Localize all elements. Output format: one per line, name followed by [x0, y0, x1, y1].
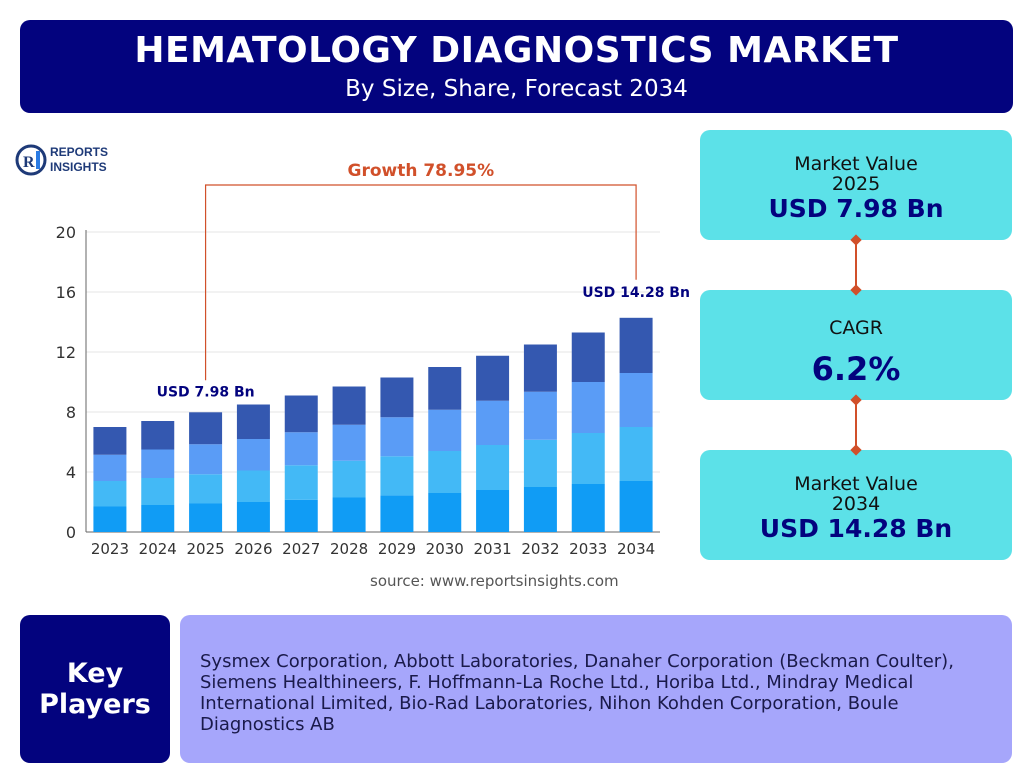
bar-segment	[332, 497, 366, 532]
bar-segment	[619, 373, 653, 427]
header-banner: HEMATOLOGY DIAGNOSTICS MARKET By Size, S…	[20, 20, 1013, 113]
bar-segment	[476, 490, 510, 532]
y-tick-label: 20	[56, 223, 76, 242]
x-tick-label: 2027	[282, 540, 320, 558]
end-value-label: USD 14.28 Bn	[582, 285, 690, 301]
card-label: CAGR	[829, 317, 883, 339]
bar-segment	[571, 382, 605, 433]
bar-segment	[380, 495, 414, 532]
start-value-label: USD 7.98 Bn	[157, 384, 255, 400]
bar-segment	[380, 417, 414, 457]
bar-segment	[189, 412, 223, 445]
y-tick-label: 8	[66, 403, 76, 422]
card-label: Market Value	[794, 153, 918, 175]
bar-segment	[141, 505, 175, 532]
bar-segment	[189, 503, 223, 532]
bar-segment	[332, 424, 366, 461]
card-value: 6.2%	[811, 350, 901, 388]
bar-segment	[476, 445, 510, 490]
card-label: Market Value	[794, 473, 918, 495]
x-tick-label: 2024	[139, 540, 177, 558]
card-connector	[855, 400, 857, 450]
reports-insights-logo: R REPORTS INSIGHTS	[14, 143, 134, 179]
x-tick-label: 2028	[330, 540, 368, 558]
svg-text:R: R	[23, 154, 35, 171]
x-tick-label: 2032	[521, 540, 559, 558]
bar-segment	[428, 409, 462, 451]
bar-segment	[571, 484, 605, 532]
key-players-list: Sysmex Corporation, Abbott Laboratories,…	[180, 615, 1012, 763]
bar-segment	[571, 332, 605, 382]
bar-segment	[284, 465, 318, 500]
growth-label: Growth 78.95%	[347, 161, 494, 181]
bar-segment	[236, 502, 270, 532]
bar-segment	[523, 391, 557, 440]
bar-segment	[428, 493, 462, 532]
key-players-label: Key Players	[20, 615, 170, 763]
x-tick-label: 2033	[569, 540, 607, 558]
x-tick-label: 2031	[473, 540, 511, 558]
x-tick-label: 2026	[234, 540, 272, 558]
bar-segment	[523, 344, 557, 392]
bar-segment	[619, 427, 653, 481]
x-tick-label: 2030	[426, 540, 464, 558]
y-tick-label: 16	[56, 283, 76, 302]
bar-segment	[93, 506, 127, 532]
y-tick-label: 12	[56, 343, 76, 362]
bar-segment	[236, 404, 270, 439]
logo-line2: INSIGHTS	[50, 160, 107, 174]
key-players-label-line2: Players	[39, 689, 151, 720]
market-value-2034-card: Market Value 2034 USD 14.28 Bn	[700, 450, 1012, 560]
page-subtitle: By Size, Share, Forecast 2034	[345, 76, 688, 102]
card-year: 2034	[831, 493, 881, 515]
source-note: source: www.reportsinsights.com	[370, 572, 619, 590]
card-connector	[855, 240, 857, 290]
bar-segment	[619, 317, 653, 373]
x-tick-label: 2029	[378, 540, 416, 558]
logo-line1: REPORTS	[50, 145, 109, 159]
bar-segment	[380, 377, 414, 418]
page-title: HEMATOLOGY DIAGNOSTICS MARKET	[134, 30, 899, 71]
growth-bracket	[204, 184, 637, 381]
card-value: USD 7.98 Bn	[768, 194, 944, 223]
bar-segment	[332, 460, 366, 498]
bar-segment	[284, 432, 318, 466]
bar-segment	[141, 421, 175, 450]
key-players-label-line1: Key	[66, 658, 124, 689]
card-year: 2025	[831, 173, 881, 195]
bar-segment	[332, 386, 366, 425]
x-tick-label: 2023	[91, 540, 129, 558]
bar-segment	[428, 451, 462, 493]
bar-segment	[428, 367, 462, 410]
bar-segment	[141, 449, 175, 478]
bar-segment	[284, 499, 318, 532]
bar-segment	[380, 456, 414, 496]
bar-segment	[476, 355, 510, 401]
bar-segment	[236, 470, 270, 502]
y-tick-label: 0	[66, 523, 76, 542]
bar-segment	[93, 454, 127, 481]
bar-segment	[284, 395, 318, 433]
logo-mark-icon: R	[15, 144, 47, 176]
market-size-bar-chart: 0 4 8 12 16 20 2023 2024 2025 2026 2027 2028 2029 203…	[56, 161, 690, 558]
bar-segment	[523, 439, 557, 487]
market-value-2025-card: Market Value 2025 USD 7.98 Bn	[700, 130, 1012, 240]
x-tick-label: 2034	[617, 540, 655, 558]
bar-segment	[189, 444, 223, 475]
bar-segment	[523, 487, 557, 532]
bar-segment	[619, 481, 653, 532]
bar-segment	[141, 478, 175, 505]
bar-segment	[236, 439, 270, 471]
bar-segment	[189, 474, 223, 504]
bar-segment	[476, 400, 510, 445]
bar-segment	[571, 433, 605, 484]
bar-segment	[93, 481, 127, 507]
y-tick-label: 4	[66, 463, 76, 482]
x-tick-label: 2025	[186, 540, 224, 558]
cagr-card: CAGR 6.2%	[700, 290, 1012, 400]
bar-segment	[93, 427, 127, 455]
card-value: USD 14.28 Bn	[759, 514, 953, 543]
